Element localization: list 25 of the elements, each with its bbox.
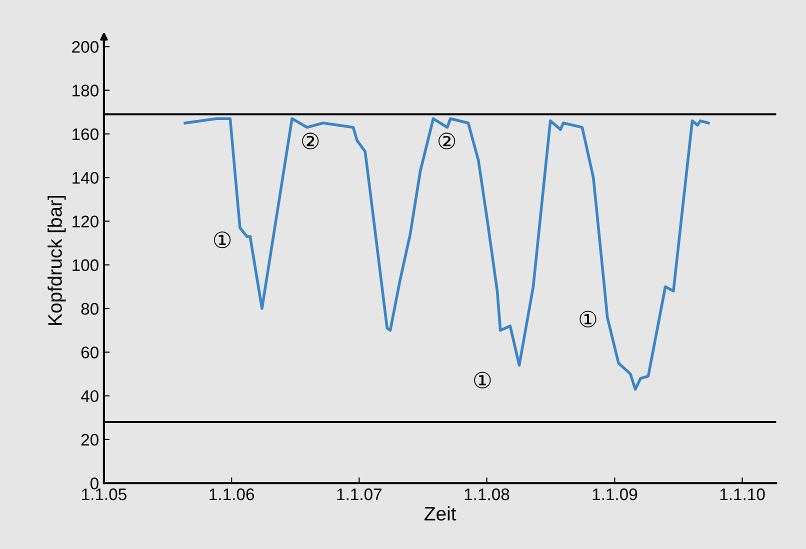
y-tick-label: 140: [72, 172, 98, 184]
y-tick-label: 0: [90, 478, 98, 490]
y-axis-title: Kopfdruck [bar]: [48, 196, 66, 325]
x-tick-label: 1.1.07: [337, 488, 382, 500]
y-tick-label: 80: [81, 302, 98, 315]
x-tick-label: 1.1.10: [720, 488, 765, 500]
y-tick-label: 20: [81, 434, 98, 446]
annotation: ②: [302, 132, 319, 150]
y-tick-label: 180: [72, 84, 98, 96]
x-tick-label: 1.1.05: [82, 488, 126, 500]
x-axis-title: Zeit: [424, 506, 456, 521]
annotation: ①: [580, 310, 596, 328]
line-series: [184, 117, 710, 391]
y-tick-label: 40: [80, 390, 98, 402]
annotation: ①: [214, 232, 231, 248]
x-tick-label: 1.1.08: [464, 488, 510, 500]
annotation: ①: [474, 372, 491, 388]
y-tick-label: 120: [72, 216, 98, 228]
x-tick-label: 1.1.06: [210, 488, 254, 500]
y-tick-label: 160: [72, 128, 98, 140]
x-tick-label: 1.1.09: [592, 488, 638, 500]
annotation: ②: [438, 132, 456, 150]
y-tick-label: 60: [81, 346, 98, 358]
y-tick-label: 100: [72, 259, 98, 272]
y-tick-label: 200: [72, 41, 98, 53]
